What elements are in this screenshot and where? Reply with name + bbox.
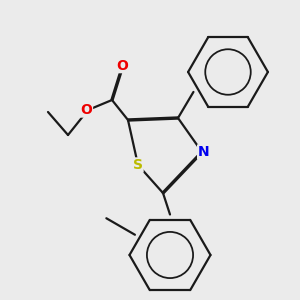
- Text: S: S: [133, 158, 143, 172]
- Text: O: O: [81, 103, 92, 117]
- Text: O: O: [117, 58, 128, 73]
- Text: N: N: [198, 145, 209, 159]
